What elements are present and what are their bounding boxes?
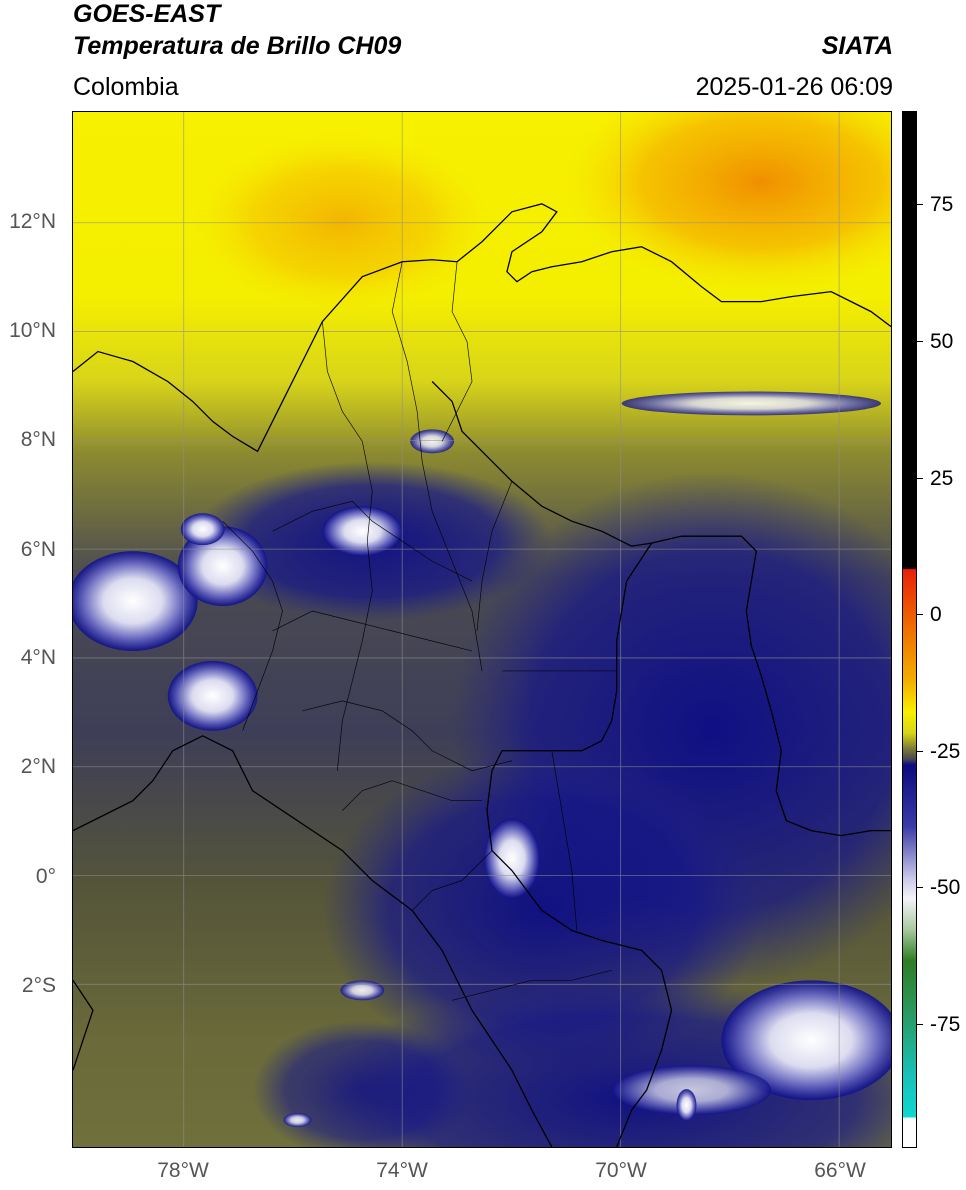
lon-tick-78w: 78°W <box>157 1159 209 1182</box>
colorbar-tick-neg50 <box>917 887 923 888</box>
convective-cell-peru <box>283 1113 312 1128</box>
satellite-map <box>72 111 892 1148</box>
lon-tick-74w: 74°W <box>376 1159 428 1182</box>
lat-tick-0: 0° <box>35 865 56 888</box>
colorbar-tick-0 <box>917 614 923 615</box>
colorbar-tick-neg25 <box>917 751 923 752</box>
colorbar-tick-50 <box>917 341 923 342</box>
lat-tick-4n: 4°N <box>20 646 56 669</box>
convective-cell-pacific <box>73 551 198 651</box>
lat-tick-2s: 2°S <box>21 974 56 997</box>
satellite-title: GOES-EAST <box>73 0 221 28</box>
convective-cell-small-south <box>676 1089 697 1122</box>
colorbar <box>902 111 917 1148</box>
brightness-temperature-field <box>73 112 891 1147</box>
colorbar-tick-neg75 <box>917 1024 923 1025</box>
colorbar-label-0: 0 <box>930 603 942 626</box>
convective-cell-antioquia <box>322 506 403 557</box>
convective-cell-amazonas-east <box>721 980 891 1101</box>
convective-cell-santander <box>410 429 455 454</box>
colorbar-gradient <box>903 112 916 1147</box>
lat-tick-2n: 2°N <box>20 755 56 778</box>
product-title: Temperatura de Brillo CH09 <box>73 32 402 60</box>
cloud-band-venezuela-coast <box>621 391 882 416</box>
agency-label: SIATA <box>821 32 893 60</box>
colorbar-label-75: 75 <box>930 193 954 216</box>
colorbar-label-neg25: -25 <box>930 740 961 763</box>
convective-cell-tumaco <box>167 660 258 731</box>
lat-tick-10n: 10°N <box>9 319 56 342</box>
country-borders <box>73 203 891 1147</box>
convective-cell-choco <box>177 526 268 607</box>
colorbar-label-neg75: -75 <box>930 1013 961 1036</box>
colorbar-label-25: 25 <box>930 467 954 490</box>
lat-tick-8n: 8°N <box>20 428 56 451</box>
department-borders <box>222 261 617 1001</box>
lat-tick-12n: 12°N <box>9 210 56 233</box>
region-label: Colombia <box>73 73 179 101</box>
warm-area-northeast <box>561 112 891 292</box>
datetime-label: 2025-01-26 06:09 <box>695 73 893 101</box>
lat-tick-6n: 6°N <box>20 538 56 561</box>
colorbar-tick-75 <box>917 204 923 205</box>
colorbar-tick-25 <box>917 478 923 479</box>
lon-tick-66w: 66°W <box>814 1159 866 1182</box>
lon-tick-70w: 70°W <box>595 1159 647 1182</box>
convective-cell-uraba <box>180 513 225 546</box>
colorbar-label-50: 50 <box>930 330 954 353</box>
convective-cell-caqueta <box>483 818 540 899</box>
warm-area-north <box>192 131 492 312</box>
convective-cell-putumayo <box>340 980 385 1001</box>
colorbar-label-neg50: -50 <box>930 876 961 899</box>
